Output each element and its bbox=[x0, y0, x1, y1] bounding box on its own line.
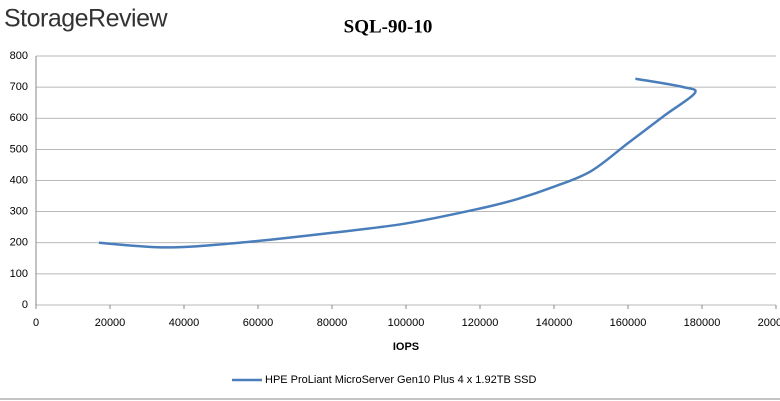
x-tick-label: 20000 bbox=[95, 317, 126, 329]
y-tick-label: 100 bbox=[10, 268, 28, 280]
x-tick-label: 160000 bbox=[610, 317, 647, 329]
x-tick-label: 100000 bbox=[388, 317, 425, 329]
brand-logo: StorageReview bbox=[4, 5, 168, 33]
y-tick-label: 500 bbox=[10, 143, 28, 155]
y-tick-label: 600 bbox=[10, 112, 28, 124]
x-tick-label: 200000 bbox=[758, 317, 780, 329]
y-tick-label: 400 bbox=[10, 174, 28, 186]
x-tick-label: 80000 bbox=[317, 317, 348, 329]
y-tick-label: 800 bbox=[10, 50, 28, 62]
series-line bbox=[98, 77, 697, 249]
x-tick-label: 180000 bbox=[684, 317, 721, 329]
y-tick-label: 200 bbox=[10, 237, 28, 249]
legend-label: HPE ProLiant MicroServer Gen10 Plus 4 x … bbox=[265, 374, 537, 386]
x-axis-title: IOPS bbox=[393, 341, 419, 353]
x-tick-label: 140000 bbox=[536, 317, 573, 329]
y-tick-label: 300 bbox=[10, 206, 28, 218]
y-tick-label: 0 bbox=[22, 299, 28, 311]
x-tick-label: 40000 bbox=[169, 317, 200, 329]
y-tick-label: 700 bbox=[10, 81, 28, 93]
x-tick-label: 120000 bbox=[462, 317, 499, 329]
x-tick-label: 0 bbox=[33, 317, 39, 329]
chart-title: SQL-90-10 bbox=[344, 16, 433, 37]
x-tick-label: 60000 bbox=[243, 317, 274, 329]
